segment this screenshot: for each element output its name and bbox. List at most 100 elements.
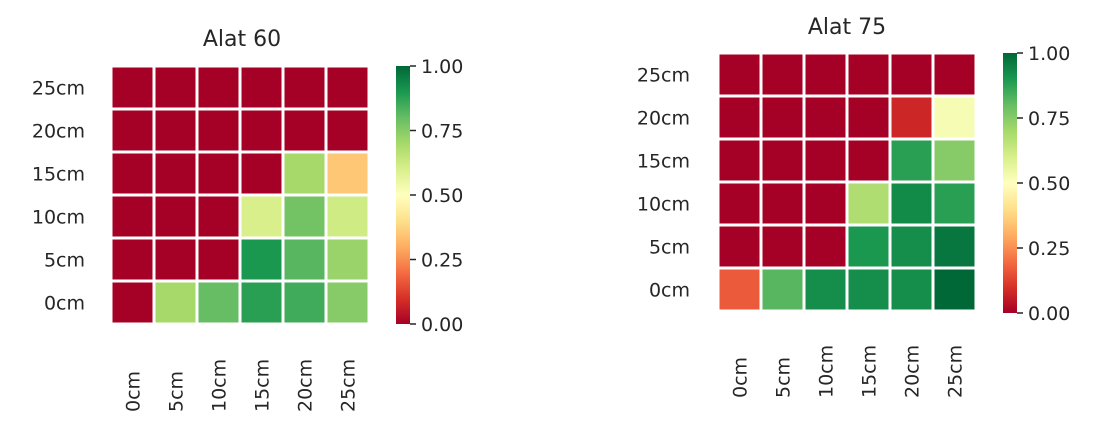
heatmap-cell <box>195 150 242 197</box>
x-tick-labels: 0cm 5cm 10cm 15cm 20cm 25cm <box>730 345 967 398</box>
heatmap-cell <box>716 51 763 98</box>
colorbar-tick-label: 0.00 <box>1028 303 1070 325</box>
x-tick-labels: 0cm 5cm 10cm 15cm 20cm 25cm <box>123 359 360 412</box>
y-tick-label: 0cm <box>649 280 690 302</box>
y-tick-label: 20cm <box>32 121 85 143</box>
colorbar-tick-label: 0.25 <box>421 250 463 272</box>
heatmap-cell <box>109 193 156 240</box>
heatmap-cell <box>109 150 156 197</box>
y-tick-label: 10cm <box>32 207 85 229</box>
heatmap-cell <box>195 107 242 154</box>
heatmap-cell <box>152 193 199 240</box>
heatmap-cell <box>281 107 328 154</box>
colorbar-tick-label: 0.25 <box>1028 238 1070 260</box>
heatmap-cell <box>109 279 156 326</box>
heatmap-cell <box>888 51 935 98</box>
heatmap-cell <box>281 193 328 240</box>
heatmap-cells <box>109 64 371 326</box>
heatmap-cell <box>888 266 935 313</box>
heatmap-cell <box>238 236 285 283</box>
heatmap-cell <box>888 180 935 227</box>
colorbar-gradient <box>396 66 410 324</box>
heatmap-cell <box>324 236 371 283</box>
y-tick-label: 25cm <box>637 65 690 87</box>
heatmap-cell <box>109 107 156 154</box>
heatmap-cell <box>845 223 892 270</box>
x-tick-label: 15cm <box>252 359 274 412</box>
heatmap-cell <box>281 64 328 111</box>
heatmap-cell <box>802 94 849 141</box>
heatmap-cell <box>324 193 371 240</box>
heatmap-cell <box>759 94 806 141</box>
chart-title: Alat 60 <box>203 27 281 52</box>
heatmap-cell <box>845 137 892 184</box>
colorbar: 0.00 0.25 0.50 0.75 1.00 <box>396 56 463 336</box>
x-tick-label: 15cm <box>859 345 881 398</box>
x-tick-label: 10cm <box>209 359 231 412</box>
x-tick-label: 0cm <box>730 357 752 398</box>
x-tick-label: 5cm <box>773 357 795 398</box>
heatmap-cell <box>324 64 371 111</box>
colorbar: 0.00 0.25 0.50 0.75 1.00 <box>1003 43 1070 325</box>
y-tick-label: 5cm <box>44 250 85 272</box>
y-tick-labels: 25cm 20cm 15cm 10cm 5cm 0cm <box>637 65 690 302</box>
heatmap-cell <box>324 107 371 154</box>
heatmap-cell <box>152 64 199 111</box>
x-tick-label: 25cm <box>945 345 967 398</box>
x-tick-label: 10cm <box>816 345 838 398</box>
heatmap-cell <box>759 51 806 98</box>
y-tick-label: 25cm <box>32 78 85 100</box>
heatmap-cell <box>888 223 935 270</box>
x-tick-label: 0cm <box>123 371 145 412</box>
heatmap-cell <box>152 150 199 197</box>
heatmap-cell <box>759 266 806 313</box>
heatmap-cell <box>802 223 849 270</box>
heatmap-cell <box>759 137 806 184</box>
heatmap-cell <box>324 279 371 326</box>
heatmap-cell <box>931 137 978 184</box>
heatmap-cell <box>845 51 892 98</box>
heatmap-cell <box>238 150 285 197</box>
colorbar-tick-label: 0.50 <box>1028 173 1070 195</box>
heatmap-cell <box>845 94 892 141</box>
x-tick-label: 20cm <box>902 345 924 398</box>
heatmap-cell <box>324 150 371 197</box>
heatmap-cell <box>888 94 935 141</box>
heatmap-cell <box>802 51 849 98</box>
heatmap-cell <box>931 180 978 227</box>
heatmap-cell <box>152 236 199 283</box>
colorbar-tick-label: 0.75 <box>421 121 463 143</box>
heatmap-cell <box>152 279 199 326</box>
colorbar-tick-label: 1.00 <box>1028 43 1070 65</box>
heatmap-cell <box>888 137 935 184</box>
heatmap-cell <box>238 107 285 154</box>
colorbar-tick-label: 1.00 <box>421 56 463 78</box>
heatmap-cell <box>845 266 892 313</box>
colorbar-tick-label: 0.50 <box>421 185 463 207</box>
heatmap-cell <box>238 193 285 240</box>
colorbar-gradient <box>1003 53 1017 313</box>
heatmap-cell <box>931 51 978 98</box>
colorbar-tick-label: 0.00 <box>421 314 463 336</box>
y-tick-labels: 25cm 20cm 15cm 10cm 5cm 0cm <box>32 78 85 315</box>
y-tick-label: 15cm <box>637 151 690 173</box>
heatmap-cell <box>195 279 242 326</box>
x-tick-label: 20cm <box>295 359 317 412</box>
heatmap-cell <box>716 180 763 227</box>
heatmap-cell <box>195 236 242 283</box>
y-tick-label: 10cm <box>637 194 690 216</box>
heatmap-cell <box>716 94 763 141</box>
colorbar-tick-label: 0.75 <box>1028 108 1070 130</box>
heatmap-cell <box>716 223 763 270</box>
heatmap-cell <box>109 236 156 283</box>
x-tick-label: 5cm <box>166 371 188 412</box>
heatmap-cells <box>716 51 978 313</box>
heatmap-panel-alat-60: Alat 60 25cm 20cm 15cm 10cm 5cm 0cm 0cm 5cm 10c… <box>32 27 463 412</box>
heatmap-cell <box>281 150 328 197</box>
y-tick-label: 15cm <box>32 164 85 186</box>
heatmap-cell <box>716 266 763 313</box>
y-tick-label: 0cm <box>44 293 85 315</box>
heatmap-cell <box>238 279 285 326</box>
heatmap-cell <box>759 223 806 270</box>
